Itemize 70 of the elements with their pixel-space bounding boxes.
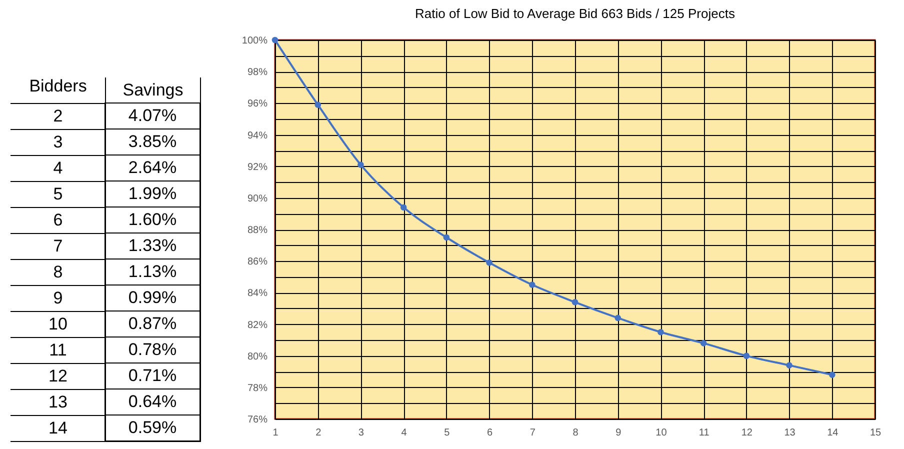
x-tick-label: 11 bbox=[698, 428, 710, 438]
point bbox=[486, 260, 492, 266]
x-tick-label: 6 bbox=[487, 428, 494, 438]
y-tick-label: 96% bbox=[247, 98, 268, 110]
x-tick-label: 9 bbox=[616, 428, 622, 438]
y-tick-label: 2 bbox=[53, 106, 63, 126]
data-label: 0.64% bbox=[128, 392, 177, 411]
point bbox=[786, 362, 792, 368]
y-tick-label: 7 bbox=[53, 236, 63, 256]
data-label: 1.33% bbox=[128, 236, 177, 255]
x-tick-label: 14 bbox=[827, 428, 839, 438]
point bbox=[743, 352, 750, 359]
y-tick-label: 94% bbox=[247, 130, 268, 142]
y-tick-label: 78% bbox=[247, 382, 268, 394]
x-tick-label: 10 bbox=[656, 428, 668, 438]
data-label: 0.59% bbox=[128, 418, 177, 437]
y-tick-label: 4 bbox=[53, 158, 63, 178]
point bbox=[700, 340, 707, 346]
data-label: 3.85% bbox=[128, 132, 177, 151]
data-label: 0.87% bbox=[128, 314, 177, 333]
y-tick-label: 13 bbox=[48, 392, 68, 412]
x-tick-label: 8 bbox=[572, 428, 579, 438]
x-tick-label: 2 bbox=[316, 428, 322, 438]
y-tick-label: 11 bbox=[49, 340, 67, 360]
x-tick-label: 1 bbox=[272, 428, 279, 438]
y-tick-label: 6 bbox=[53, 210, 63, 230]
x-tick-label: 15 bbox=[870, 428, 882, 438]
data-label: 2.64% bbox=[128, 158, 177, 177]
y-tick-label: 8 bbox=[53, 262, 63, 282]
y-tick-label: 10 bbox=[48, 314, 68, 334]
data-label: 4.07% bbox=[128, 106, 177, 125]
y-tick-label: 76% bbox=[247, 414, 268, 426]
x-tick-label: 5 bbox=[444, 428, 450, 438]
x-tick-label: 7 bbox=[530, 428, 536, 438]
point bbox=[400, 204, 407, 211]
x-tick-label: Savings bbox=[122, 80, 184, 100]
y-tick-label: 9 bbox=[53, 288, 63, 308]
y-tick-label: 92% bbox=[247, 162, 268, 173]
y-tick-label: 12 bbox=[48, 366, 68, 386]
point bbox=[272, 36, 278, 44]
y-tick-label: 98% bbox=[247, 67, 268, 78]
point bbox=[314, 102, 322, 108]
y-tick-label: 80% bbox=[247, 351, 268, 362]
data-label: 0.71% bbox=[128, 366, 177, 385]
chart-title: Ratio of Low Bid to Average Bid 663 Bids / 125 Projects bbox=[415, 6, 736, 21]
point bbox=[528, 282, 536, 288]
point bbox=[828, 372, 836, 378]
y-tick-label: 84% bbox=[247, 288, 268, 300]
point bbox=[572, 298, 578, 306]
x-tick-label: 12 bbox=[741, 428, 753, 438]
point bbox=[358, 162, 364, 168]
y-tick-label: 82% bbox=[247, 320, 268, 331]
data-label: 1.99% bbox=[128, 184, 177, 203]
y-tick-label: 88% bbox=[247, 225, 268, 236]
y-tick-label: 86% bbox=[247, 256, 268, 268]
data-label: 1.60% bbox=[128, 210, 177, 229]
y-tick-label: 3 bbox=[53, 132, 63, 152]
data-label: 1.13% bbox=[128, 262, 177, 281]
point bbox=[443, 234, 450, 241]
point bbox=[658, 328, 664, 336]
y-tick-label: 100% bbox=[242, 36, 268, 46]
x-tick-label: 13 bbox=[784, 428, 796, 438]
y-tick-label: 5 bbox=[53, 184, 63, 204]
x-tick-label: 4 bbox=[401, 428, 408, 438]
data-label: 0.78% bbox=[128, 340, 177, 359]
y-tick-label: 90% bbox=[247, 193, 268, 204]
x-tick-label: 3 bbox=[358, 428, 364, 438]
point bbox=[614, 314, 622, 322]
data-label: 0.99% bbox=[128, 288, 177, 307]
y-axis-title: Bidders bbox=[29, 76, 87, 96]
